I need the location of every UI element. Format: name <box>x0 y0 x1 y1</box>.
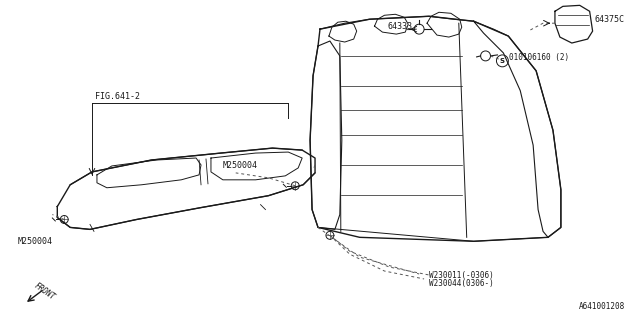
Text: A641001208: A641001208 <box>579 302 625 311</box>
Text: FRONT: FRONT <box>33 282 56 302</box>
Text: M250004: M250004 <box>223 161 258 170</box>
Text: 64375C: 64375C <box>595 15 625 24</box>
Text: S: S <box>500 58 505 64</box>
Text: 010106160 (2): 010106160 (2) <box>509 53 570 62</box>
Text: M250004: M250004 <box>18 237 52 246</box>
Text: 64333: 64333 <box>387 22 412 31</box>
Text: W230011(-0306): W230011(-0306) <box>429 271 494 280</box>
Text: FIG.641-2: FIG.641-2 <box>95 92 140 100</box>
Text: W230044(0306-): W230044(0306-) <box>429 279 494 288</box>
